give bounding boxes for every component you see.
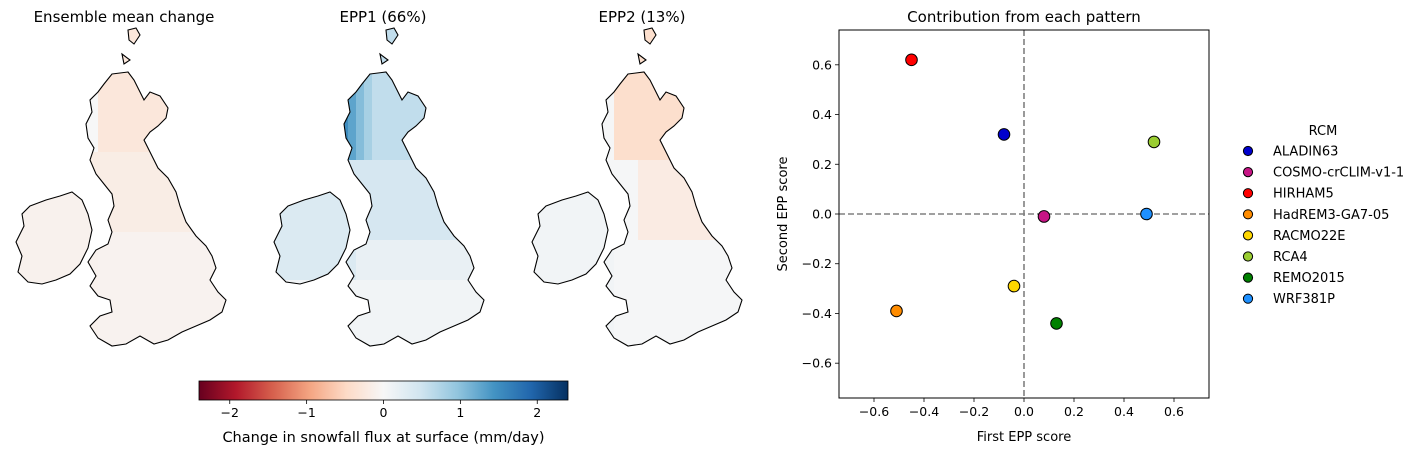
colorbar-tick-label: 1 — [456, 405, 464, 420]
map-title-3: EPP2 (13%) — [599, 8, 686, 26]
legend-title: RCM — [1309, 124, 1338, 139]
x-tick-label: 0.4 — [1114, 404, 1134, 419]
legend-label: REMO2015 — [1273, 271, 1345, 286]
point-racmo22e — [1007, 279, 1021, 293]
y-tick-label: 0.2 — [812, 157, 832, 172]
colorbar-tick-label: −2 — [221, 405, 239, 420]
point-wrf381p — [1140, 207, 1153, 221]
legend-marker — [1242, 209, 1254, 220]
legend-label: RCA4 — [1273, 250, 1308, 265]
legend-marker — [1242, 167, 1254, 178]
y-tick-label: −0.2 — [802, 256, 832, 271]
point-aladin63 — [997, 128, 1011, 141]
scatter-panel: −0.6 −0.4 −0.2 0.0 0.2 0.4 0.6 −0.6 −0.4 −0.2 0.0 0… — [776, 8, 1210, 445]
colorbar-label: Change in snowfall flux at surface (mm/d… — [222, 430, 544, 446]
point-rca4 — [1147, 135, 1161, 149]
legend-marker — [1242, 251, 1254, 262]
legend: RCM ALADIN63 COSMO-crCLIM-v1-1 HIRHAM5 HadRE… — [1242, 124, 1404, 307]
y-tick-label: −0.4 — [802, 306, 832, 321]
x-tick-label: −0.4 — [909, 404, 939, 419]
y-tick-label: 0.6 — [812, 57, 832, 72]
legend-label: HIRHAM5 — [1273, 187, 1334, 202]
point-remo2015 — [1050, 317, 1063, 330]
y-axis-label: Second EPP score — [776, 157, 791, 272]
map-title-2: EPP1 (66%) — [340, 8, 427, 26]
legend-label: RACMO22E — [1273, 229, 1345, 244]
legend-marker — [1242, 188, 1254, 199]
x-tick-label: −0.6 — [859, 404, 889, 419]
colorbar-bar — [198, 380, 569, 401]
y-tick-label: −0.6 — [802, 356, 832, 371]
y-tick-label: 0.4 — [812, 107, 832, 122]
x-axis-label: First EPP score — [977, 430, 1071, 445]
legend-marker — [1242, 272, 1254, 283]
legend-marker — [1242, 230, 1254, 241]
map-panel-3 — [531, 27, 743, 347]
y-tick-label: 0.0 — [812, 207, 832, 222]
x-tick-label: 0.0 — [1014, 404, 1034, 419]
map-panel-1 — [15, 27, 227, 347]
legend-marker — [1242, 145, 1254, 157]
maps-row: Ensemble mean change EPP1 (66%) EPP2 (13%) — [15, 8, 743, 347]
colorbar-tick-label: −1 — [297, 405, 315, 420]
legend-label: WRF381P — [1273, 292, 1335, 307]
x-tick-label: 0.6 — [1164, 404, 1184, 419]
map-title-1: Ensemble mean change — [34, 8, 215, 26]
scatter-title: Contribution from each pattern — [907, 8, 1141, 26]
x-tick-label: 0.2 — [1064, 404, 1084, 419]
point-hadrem3-ga7-05 — [890, 304, 903, 318]
legend-marker — [1242, 293, 1254, 304]
colorbar: −2 −1 0 1 2 Change in snowfall flux at surfac… — [198, 380, 569, 446]
colorbar-tick-label: 2 — [533, 405, 541, 420]
x-tick-label: −0.2 — [959, 404, 989, 419]
point-cosmo-crclim-v1-1 — [1037, 210, 1051, 223]
colorbar-tick-label: 0 — [380, 405, 388, 420]
point-hirham5 — [905, 53, 918, 67]
legend-label: HadREM3-GA7-05 — [1273, 208, 1389, 223]
legend-label: ALADIN63 — [1273, 145, 1338, 160]
legend-label: COSMO-crCLIM-v1-1 — [1273, 166, 1404, 181]
map-panel-2 — [273, 27, 485, 347]
